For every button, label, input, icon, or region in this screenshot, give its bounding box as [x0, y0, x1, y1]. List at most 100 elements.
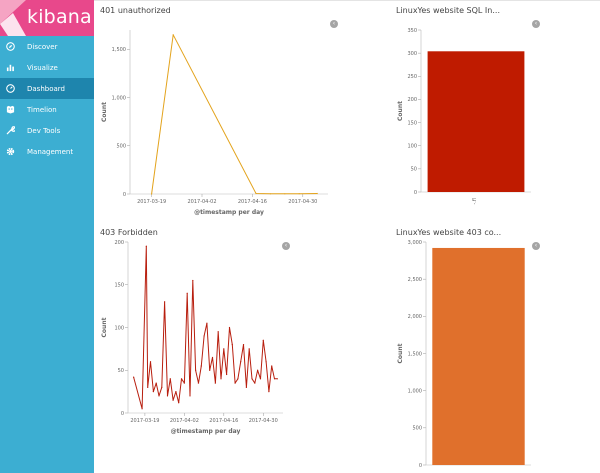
- data-point: [240, 361, 242, 363]
- data-point: [231, 344, 233, 346]
- data-point: [269, 193, 271, 195]
- bar: [432, 247, 525, 465]
- data-point: [195, 369, 197, 371]
- data-point: [169, 378, 171, 380]
- data-point: [149, 361, 152, 363]
- data-point: [276, 378, 278, 380]
- y-tick-label: 0: [121, 411, 124, 417]
- data-point: [147, 386, 149, 388]
- timelion-icon: [6, 105, 15, 114]
- y-tick-label: 250: [407, 74, 417, 80]
- bar: [427, 51, 525, 192]
- data-point: [262, 339, 264, 341]
- y-tick-label: 2,500: [408, 277, 422, 283]
- y-tick-label: 1,500: [408, 351, 422, 357]
- x-tick-label: 2017-04-16: [238, 199, 267, 205]
- nav-visualize-label: Visualize: [27, 63, 58, 72]
- data-point: [245, 386, 247, 388]
- nav-dashboard[interactable]: Dashboard: [0, 78, 94, 99]
- data-point: [158, 395, 160, 397]
- data-point: [209, 369, 211, 371]
- data-point: [220, 378, 222, 380]
- data-point: [145, 245, 147, 247]
- nav-visualize[interactable]: Visualize: [0, 57, 94, 78]
- brand[interactable]: kibana: [0, 0, 94, 36]
- nav-dev-tools-label: Dev Tools: [27, 126, 61, 135]
- x-tick-label: -.fl: [472, 198, 478, 205]
- compass-icon: [6, 42, 15, 51]
- nav-management-label: Management: [27, 147, 74, 156]
- y-axis-label: Count: [101, 317, 108, 337]
- y-tick-label: 100: [114, 325, 124, 331]
- x-axis-label: @timestamp per day: [194, 209, 264, 216]
- data-point: [259, 378, 262, 380]
- data-point: [217, 331, 219, 333]
- panel-title: 401 unauthorized: [100, 6, 171, 15]
- data-point: [242, 344, 245, 346]
- data-point: [316, 192, 318, 195]
- y-axis-label: Count: [397, 343, 404, 363]
- chart-sql-injection: 0 50 100 150 200 250 300 350 Count -.fl: [397, 28, 531, 205]
- y-tick-label: 200: [407, 97, 417, 103]
- y-tick-label: 150: [114, 283, 124, 289]
- wrench-icon: [6, 126, 15, 135]
- nav-timelion[interactable]: Timelion: [0, 99, 94, 120]
- data-point: [251, 378, 253, 380]
- data-point: [226, 373, 228, 376]
- y-tick-label: 0: [414, 190, 417, 196]
- data-point: [180, 378, 183, 380]
- chart-403-forbidden: 0 50 100 150 200 Count 2017-03-19 2017-04-02 201…: [101, 240, 283, 435]
- y-tick-label: 2,000: [408, 314, 422, 320]
- data-point: [141, 408, 143, 410]
- data-point: [248, 348, 250, 350]
- panel-403-count: LinuxYes website 403 co... ‹ 0 500 1,000 1,…: [396, 228, 546, 473]
- y-tick-label: 100: [407, 144, 417, 150]
- x-tick-label: 2017-04-30: [288, 199, 317, 205]
- legend-toggle-button[interactable]: ‹: [330, 20, 338, 28]
- y-tick-label: 150: [407, 120, 417, 126]
- kibana-logo-icon: [0, 0, 26, 36]
- nav-management[interactable]: Management: [0, 141, 94, 162]
- legend-toggle-button[interactable]: ‹: [532, 20, 540, 28]
- y-axis-label: Count: [101, 102, 108, 122]
- dashboard-icon: [6, 84, 15, 93]
- y-axis-label: Count: [397, 101, 404, 121]
- nav-discover-label: Discover: [27, 42, 58, 51]
- y-tick-label: 50: [411, 167, 417, 173]
- data-point: [228, 326, 231, 329]
- panel-title: LinuxYes website SQL In...: [396, 6, 500, 15]
- data-point: [268, 391, 270, 393]
- chart-401-unauthorized: 0 500 1,000 1,500 Count 2017-03-19 2017-04-02 2…: [101, 30, 328, 216]
- data-point: [166, 395, 169, 397]
- data-point: [164, 301, 166, 303]
- data-point: [271, 365, 273, 367]
- data-point: [234, 382, 236, 384]
- data-point: [178, 402, 180, 404]
- x-tick-label: 2017-04-16: [209, 418, 238, 424]
- data-point: [183, 382, 185, 384]
- panel-401-unauthorized: 401 unauthorized ‹ 0 500 1,000 1,500 Count 20…: [100, 6, 340, 218]
- nav-discover[interactable]: Discover: [0, 36, 94, 57]
- data-point: [211, 356, 214, 359]
- data-point: [172, 34, 174, 36]
- data-point: [255, 192, 257, 195]
- x-tick-label: 2017-03-19: [137, 199, 166, 205]
- data-point: [206, 322, 208, 324]
- data-point: [265, 361, 267, 363]
- y-tick-label: 0: [419, 463, 422, 469]
- gear-icon: [6, 147, 15, 156]
- nav-timelion-label: Timelion: [27, 105, 57, 114]
- y-tick-label: 50: [118, 368, 124, 374]
- y-tick-label: 500: [412, 426, 422, 432]
- bar-chart-icon: [6, 64, 14, 72]
- legend-toggle-button[interactable]: ‹: [532, 242, 540, 250]
- sidebar: kibana Discover Visualize Dashboard: [0, 0, 94, 473]
- nav-dev-tools[interactable]: Dev Tools: [0, 120, 94, 141]
- x-tick-label: 2017-04-30: [249, 418, 278, 424]
- x-axis-label: @timestamp per day: [171, 428, 241, 435]
- panel-sql-injection: LinuxYes website SQL In... ‹ 0 50 100 150 20…: [396, 6, 546, 218]
- x-tick-label: 2017-04-02: [170, 418, 199, 424]
- series-line: [133, 245, 278, 410]
- legend-toggle-button[interactable]: ‹: [282, 242, 290, 250]
